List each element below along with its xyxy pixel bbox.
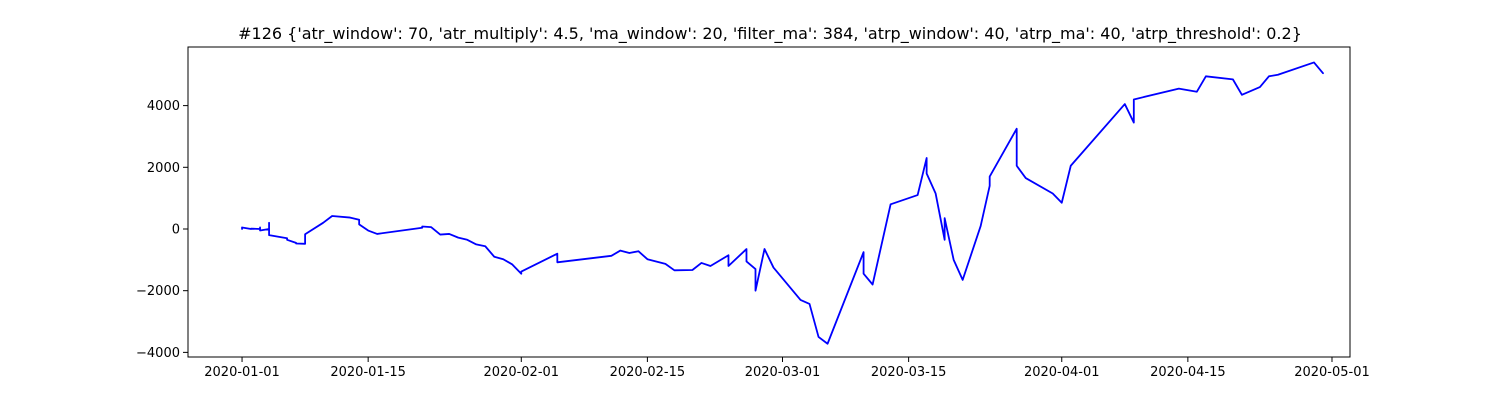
chart-title: #126 {'atr_window': 70, 'atr_multiply': … (238, 24, 1302, 44)
y-tick-label: −2000 (136, 284, 180, 299)
x-tick-label: 2020-03-15 (871, 365, 947, 380)
x-tick-label: 2020-04-15 (1150, 365, 1226, 380)
y-tick-label: 2000 (147, 161, 180, 176)
x-tick-label: 2020-01-15 (330, 365, 406, 380)
series-layer (241, 61, 1324, 345)
x-tick-label: 2020-04-01 (1024, 365, 1100, 380)
y-tick-label: 4000 (147, 99, 180, 114)
axis-ticks: 2020-01-01 2020-01-15 2020-02-01 2020-02-15… (136, 99, 1370, 380)
x-tick-label: 2020-05-01 (1294, 365, 1370, 380)
y-tick-label: −4000 (136, 346, 180, 361)
x-tick-label: 2020-02-15 (610, 365, 686, 380)
series-line (241, 61, 1324, 345)
plot-area-frame (187, 46, 1351, 358)
x-tick-label: 2020-01-01 (204, 365, 280, 380)
x-tick-label: 2020-03-01 (745, 365, 821, 380)
x-tick-label: 2020-02-01 (484, 365, 560, 380)
y-tick-label: 0 (172, 222, 180, 237)
